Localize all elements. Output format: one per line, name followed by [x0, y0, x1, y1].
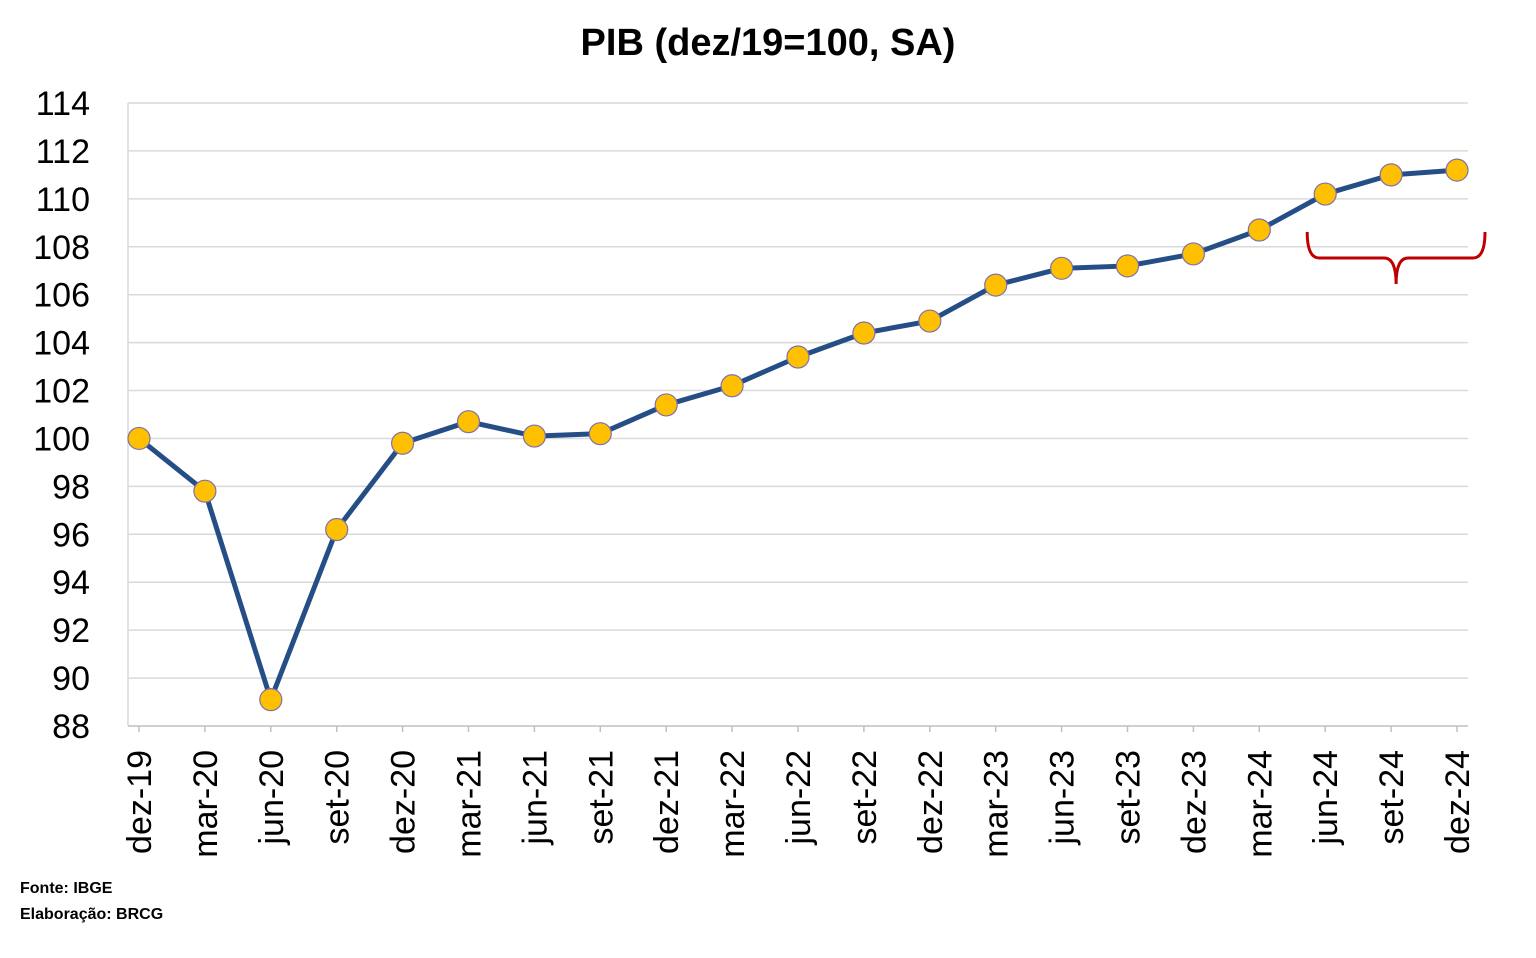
data-point	[1049, 256, 1074, 280]
data-point	[456, 410, 481, 434]
x-tick-label: dez-20	[385, 750, 423, 854]
source-note: Fonte: IBGE	[20, 880, 113, 897]
x-tick-label: dez-22	[912, 750, 950, 854]
data-point	[1181, 242, 1206, 266]
data-point	[852, 321, 876, 345]
data-point	[588, 422, 612, 446]
data-point	[522, 424, 547, 448]
x-tick-label: dez-23	[1175, 750, 1213, 854]
x-tick-label: jun-23	[1044, 750, 1082, 846]
x-tick-label: mar-20	[187, 750, 225, 858]
x-tick-label: mar-24	[1241, 750, 1279, 858]
y-tick-label: 92	[52, 612, 90, 650]
data-point	[1115, 254, 1140, 278]
y-tick-label: 114	[36, 85, 90, 123]
data-point	[259, 688, 283, 712]
data-point	[325, 517, 349, 542]
data-point	[1445, 158, 1469, 182]
data-point	[127, 426, 151, 451]
y-tick-label: 112	[36, 133, 90, 171]
y-tick-label: 96	[52, 516, 90, 554]
series-markers	[127, 158, 1469, 712]
axes	[127, 103, 1468, 732]
data-point	[918, 309, 942, 333]
y-tick-label: 88	[52, 708, 90, 746]
y-tick-label: 108	[33, 229, 90, 267]
annotations	[1305, 231, 1487, 285]
data-point	[1247, 218, 1271, 242]
x-tick-label: jun-21	[516, 750, 554, 846]
y-tick-label: 102	[33, 373, 90, 411]
x-tick-label: jun-24	[1307, 750, 1345, 846]
y-tick-label: 104	[33, 325, 90, 363]
y-tick-label: 98	[52, 468, 90, 506]
y-tick-label: 106	[33, 277, 90, 315]
chart-title: PIB (dez/19=100, SA)	[580, 22, 956, 64]
y-tick-label: 110	[36, 181, 90, 219]
series-lines	[136, 167, 1460, 703]
brace-annotation	[1305, 231, 1487, 285]
y-tick-label: 90	[52, 660, 90, 698]
x-tick-label: dez-21	[648, 750, 686, 854]
y-tick-label: 100	[33, 420, 90, 458]
x-tick-label: dez-24	[1439, 750, 1477, 854]
data-point	[391, 431, 415, 455]
data-point	[720, 374, 744, 398]
tick-labels: 88 90 92 94 96 98 100 102 104 106 108 110 112 114 dez-…	[33, 85, 1477, 858]
x-tick-label: set-22	[846, 750, 884, 845]
x-tick-label: jun-22	[780, 750, 818, 846]
x-tick-label: set-23	[1110, 750, 1148, 845]
x-tick-label: mar-21	[451, 750, 489, 858]
x-tick-label: mar-23	[978, 750, 1016, 858]
data-point	[1313, 182, 1337, 206]
series-line	[136, 167, 1460, 703]
x-tick-label: set-20	[319, 750, 357, 845]
gridlines	[128, 102, 1468, 679]
x-tick-label: jun-20	[253, 750, 291, 846]
data-point	[984, 273, 1008, 297]
x-tick-label: mar-22	[714, 750, 752, 858]
data-point	[786, 345, 810, 369]
x-tick-label: set-21	[582, 750, 620, 845]
x-tick-label: set-24	[1373, 750, 1411, 845]
y-tick-label: 94	[52, 564, 90, 602]
author-note: Elaboração: BRCG	[20, 906, 164, 923]
data-point	[1379, 163, 1403, 187]
data-point	[193, 479, 217, 503]
x-tick-label: dez-19	[121, 750, 159, 854]
data-point	[654, 393, 678, 417]
